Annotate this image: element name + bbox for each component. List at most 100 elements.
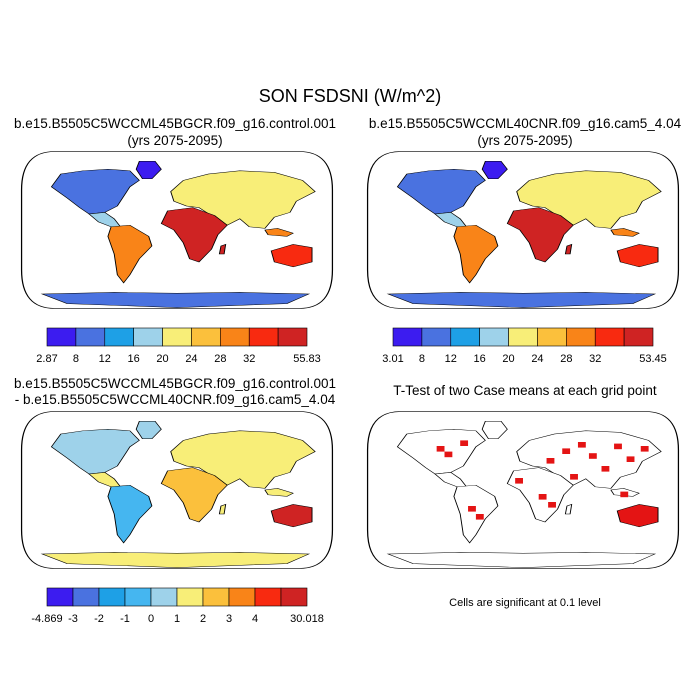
antarctica-region xyxy=(40,552,311,568)
colorbar-swatch xyxy=(176,587,204,607)
north-america-region xyxy=(50,428,140,475)
panel-3-colorbar: -4.869 -3 -2 -1 0 1 2 3 4 30.018 xyxy=(31,587,324,625)
colorbar-tick-label: 2 xyxy=(200,613,206,625)
significance-cell xyxy=(588,453,597,459)
colorbar-swatch xyxy=(479,327,509,347)
colorbar-swatch xyxy=(280,587,308,607)
south-america-region xyxy=(107,224,153,284)
colorbar-tick-label: 28 xyxy=(214,353,226,365)
significance-cell xyxy=(436,446,445,452)
greenland-region xyxy=(481,160,508,180)
greenland-region xyxy=(135,160,162,180)
colorbar-tick-label: 24 xyxy=(185,353,197,365)
colorbar-tick-label: -1 xyxy=(120,613,130,625)
panel-4-map xyxy=(366,411,680,569)
colorbar-swatch xyxy=(228,587,256,607)
colorbar-tick-label: 3.01 xyxy=(382,353,403,365)
significance-cell xyxy=(515,478,523,484)
colorbar-swatch xyxy=(46,327,77,347)
colorbar-tick-label: 4 xyxy=(252,613,258,625)
colorbar-tick-label: 8 xyxy=(73,353,79,365)
significance-cell xyxy=(546,458,555,464)
significance-cell xyxy=(460,440,469,446)
colorbar-tick-label: 8 xyxy=(419,353,425,365)
colorbar-swatch xyxy=(450,327,480,347)
colorbar-swatch xyxy=(124,587,152,607)
panel-1-title-line1: b.e15.B5505C5WCCML45BGCR.f09_g16.control… xyxy=(14,116,336,131)
colorbar-tick-label: 12 xyxy=(445,353,457,365)
colorbar-swatch xyxy=(46,587,74,607)
madagascar-region xyxy=(564,243,573,255)
colorbar-tick-label: 32 xyxy=(589,353,601,365)
antarctica-region xyxy=(40,292,311,308)
significance-cell xyxy=(570,474,578,480)
colorbar-tick-label: -3 xyxy=(68,613,78,625)
north-america-region xyxy=(396,428,486,475)
colorbar-tick-label: 16 xyxy=(128,353,140,365)
madagascar-region xyxy=(218,503,227,515)
panel-2-title-line2: (yrs 2075-2095) xyxy=(477,133,573,148)
significance-cell xyxy=(444,451,453,458)
colorbar-tick-label: 30.018 xyxy=(290,613,324,625)
greenland-region xyxy=(481,420,508,440)
figure-title: SON FSDSNI (W/m^2) xyxy=(258,86,442,106)
colorbar-tick-label: 28 xyxy=(560,353,572,365)
australia-region xyxy=(270,504,313,528)
panel-2-map xyxy=(366,151,680,309)
colorbar-tick-label: -2 xyxy=(94,613,104,625)
colorbar-tick-label: 12 xyxy=(99,353,111,365)
colorbar-swatch xyxy=(191,327,221,347)
colorbar-swatch xyxy=(537,327,567,347)
antarctica-region xyxy=(386,552,657,568)
colorbar-tick-label: 53.45 xyxy=(639,353,667,365)
colorbar-swatch xyxy=(72,587,100,607)
significance-cell xyxy=(614,443,622,450)
colorbar-tick-label: 3 xyxy=(226,613,232,625)
colorbar-swatch xyxy=(623,327,654,347)
colorbar-swatch xyxy=(594,327,625,347)
significance-cell xyxy=(601,466,610,472)
north-america-region xyxy=(396,168,486,215)
significance-cell xyxy=(640,446,649,452)
significance-cell xyxy=(538,494,547,500)
north-america-region xyxy=(50,168,140,215)
significance-cell xyxy=(468,506,476,512)
colorbar-swatch xyxy=(508,327,538,347)
madagascar-region xyxy=(218,243,227,255)
panel-2-title-line1: b.e15.B5505C5WCCML40CNR.f09_g16.cam5_4.0… xyxy=(368,116,682,131)
colorbar-swatch xyxy=(220,327,250,347)
colorbar-swatch xyxy=(254,587,282,607)
colorbar-swatch xyxy=(133,327,163,347)
panel-3-title-line2: - b.e15.B5505C5WCCML40CNR.f09_g16.cam5_4… xyxy=(14,392,336,407)
australia-region xyxy=(270,244,313,268)
antarctica-region xyxy=(386,292,657,308)
madagascar-region xyxy=(564,503,573,515)
panel-1-colorbar: 2.87 8 12 16 20 24 28 32 55.83 xyxy=(36,327,321,365)
southeast-asia-region xyxy=(264,488,294,497)
colorbar-swatch xyxy=(566,327,596,347)
south-america-region xyxy=(453,484,499,544)
colorbar-swatch xyxy=(248,327,279,347)
panel-3-map xyxy=(20,411,334,569)
panel-4-note: Cells are significant at 0.1 level xyxy=(449,597,601,609)
panel-1-title-line2: (yrs 2075-2095) xyxy=(127,133,223,148)
australia-region xyxy=(616,244,659,268)
colorbar-tick-label: 16 xyxy=(474,353,486,365)
panel-3-title-line1: b.e15.B5505C5WCCML45BGCR.f09_g16.control… xyxy=(14,376,336,391)
colorbar-swatch xyxy=(421,327,452,347)
significance-cell xyxy=(562,448,571,454)
colorbar-tick-label: 32 xyxy=(243,353,255,365)
colorbar-swatch xyxy=(392,327,423,347)
colorbar-tick-label: 2.87 xyxy=(36,353,57,365)
colorbar-tick-label: 24 xyxy=(531,353,543,365)
southeast-asia-region xyxy=(610,228,640,237)
colorbar-swatch xyxy=(162,327,192,347)
colorbar-tick-label: 20 xyxy=(156,353,168,365)
colorbar-swatch xyxy=(277,327,308,347)
colorbar-tick-label: 55.83 xyxy=(293,353,321,365)
southeast-asia-region xyxy=(264,228,294,237)
significance-cell xyxy=(548,502,556,508)
greenland-region xyxy=(135,420,162,440)
significance-cell xyxy=(475,514,484,520)
